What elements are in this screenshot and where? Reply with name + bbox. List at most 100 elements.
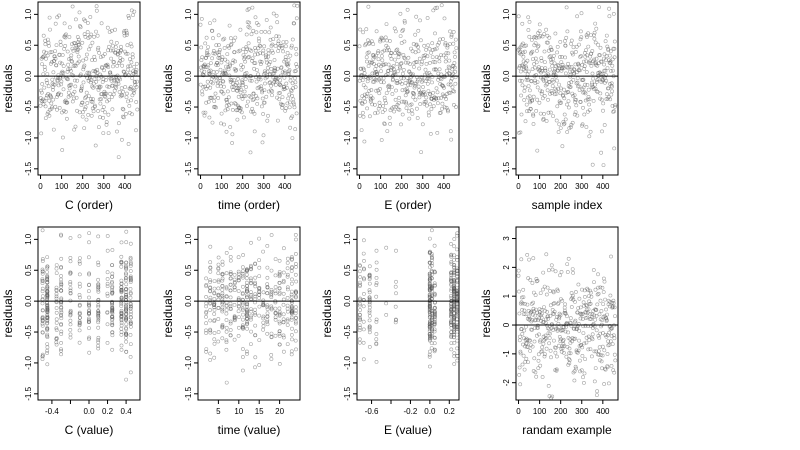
data-point bbox=[110, 307, 115, 312]
data-point bbox=[427, 304, 432, 308]
data-point bbox=[127, 57, 132, 62]
data-point bbox=[294, 16, 299, 21]
data-point bbox=[432, 291, 437, 296]
data-point bbox=[105, 277, 110, 281]
data-point bbox=[51, 70, 56, 75]
data-point bbox=[401, 68, 406, 72]
data-point bbox=[535, 85, 540, 90]
data-point bbox=[541, 320, 546, 324]
data-point bbox=[294, 347, 298, 352]
data-point bbox=[541, 116, 546, 121]
data-point bbox=[104, 91, 109, 96]
y-tick-label: 1.0 bbox=[184, 233, 193, 245]
data-point bbox=[399, 61, 404, 66]
data-point bbox=[375, 110, 380, 115]
data-point bbox=[224, 308, 229, 312]
data-point bbox=[281, 317, 286, 322]
data-point bbox=[263, 55, 268, 60]
data-point bbox=[248, 276, 253, 281]
data-point bbox=[273, 83, 278, 87]
data-point bbox=[263, 29, 268, 34]
data-point bbox=[534, 276, 539, 281]
data-point bbox=[590, 354, 594, 359]
data-point bbox=[571, 293, 575, 298]
data-point bbox=[119, 290, 124, 295]
data-point bbox=[544, 346, 549, 351]
data-point bbox=[571, 45, 576, 50]
data-point bbox=[216, 267, 221, 271]
data-point bbox=[53, 56, 58, 61]
data-point bbox=[442, 16, 447, 21]
data-point bbox=[386, 87, 391, 92]
data-point bbox=[602, 279, 607, 284]
data-point bbox=[88, 15, 93, 19]
data-point bbox=[580, 122, 585, 127]
data-point bbox=[241, 253, 246, 257]
data-point bbox=[68, 280, 73, 284]
data-point bbox=[432, 243, 437, 248]
data-point bbox=[581, 331, 586, 336]
data-point bbox=[128, 64, 133, 69]
data-point bbox=[87, 255, 91, 260]
data-point bbox=[259, 104, 264, 109]
data-point bbox=[40, 277, 45, 282]
data-point bbox=[212, 95, 217, 100]
data-point bbox=[135, 79, 139, 84]
x-tick-label: 0.4 bbox=[121, 407, 133, 416]
data-point bbox=[248, 315, 253, 320]
data-point bbox=[211, 70, 216, 74]
data-point bbox=[361, 357, 366, 362]
data-point bbox=[257, 313, 262, 318]
data-point bbox=[424, 95, 429, 100]
data-point bbox=[236, 275, 241, 279]
data-point bbox=[358, 282, 362, 287]
data-point bbox=[126, 64, 131, 69]
data-point bbox=[257, 265, 262, 270]
data-point bbox=[49, 50, 54, 55]
data-point bbox=[98, 115, 102, 120]
data-point bbox=[559, 328, 564, 333]
data-point bbox=[285, 342, 290, 347]
data-point bbox=[124, 377, 129, 382]
data-point bbox=[288, 125, 293, 130]
data-point bbox=[265, 305, 270, 309]
data-point bbox=[367, 88, 372, 93]
data-point bbox=[430, 41, 435, 46]
data-point bbox=[116, 81, 121, 86]
data-point bbox=[394, 279, 398, 284]
data-point bbox=[244, 313, 249, 318]
data-point bbox=[287, 105, 292, 110]
data-point bbox=[58, 39, 63, 44]
data-point bbox=[54, 294, 59, 299]
data-point bbox=[531, 256, 536, 261]
data-point bbox=[370, 71, 375, 76]
data-point bbox=[250, 5, 255, 10]
data-point bbox=[525, 345, 529, 350]
data-point bbox=[271, 37, 276, 42]
data-point bbox=[59, 329, 64, 334]
data-point bbox=[517, 365, 522, 370]
data-point bbox=[591, 268, 596, 272]
data-point bbox=[285, 260, 290, 265]
data-point bbox=[369, 61, 374, 65]
data-point bbox=[529, 309, 534, 314]
data-point bbox=[367, 318, 372, 323]
data-point bbox=[374, 70, 379, 75]
data-point bbox=[249, 49, 254, 53]
data-point bbox=[236, 309, 241, 314]
data-point bbox=[96, 285, 101, 290]
data-point bbox=[248, 78, 253, 83]
data-point bbox=[208, 285, 213, 290]
data-point bbox=[124, 292, 128, 297]
data-point bbox=[274, 79, 279, 84]
data-point bbox=[522, 98, 527, 102]
y-axis: -1.5-1.0-0.50.00.51.0 bbox=[24, 8, 38, 176]
data-point bbox=[578, 316, 583, 321]
data-point bbox=[40, 259, 45, 263]
data-point bbox=[243, 59, 248, 64]
data-point bbox=[446, 82, 451, 87]
data-point bbox=[554, 367, 559, 372]
data-point bbox=[264, 18, 269, 22]
data-point bbox=[54, 271, 59, 276]
data-point bbox=[87, 240, 91, 245]
